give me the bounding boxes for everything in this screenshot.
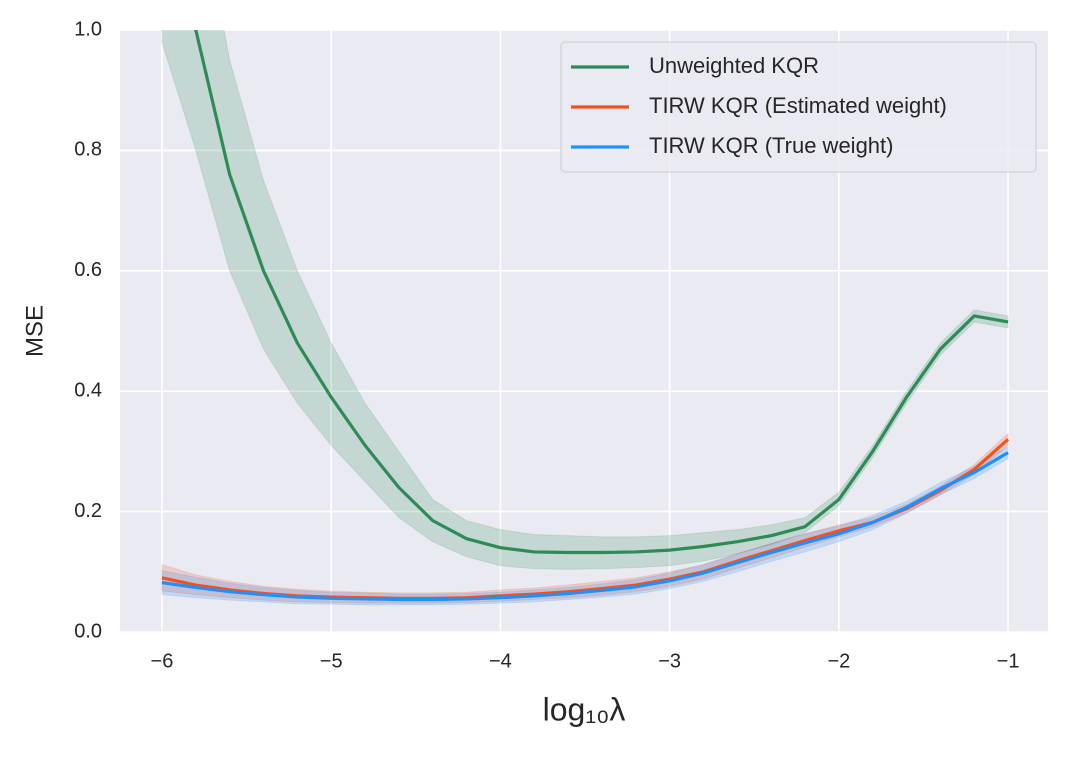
legend-label: Unweighted KQR — [649, 53, 819, 78]
confidence-band — [161, 445, 1009, 606]
y-axis-label: MSE — [21, 305, 48, 357]
y-tick-label: 1.0 — [74, 18, 102, 40]
legend-box — [560, 41, 1037, 173]
y-tick-label: 0.6 — [74, 259, 102, 281]
y-tick-label: 0.8 — [74, 139, 102, 161]
legend-label: TIRW KQR (True weight) — [649, 133, 893, 158]
x-tick-label: −4 — [489, 650, 512, 672]
x-tick-label: −2 — [827, 650, 850, 672]
y-tick-label: 0.4 — [74, 379, 102, 401]
x-axis-label: log₁₀λ — [543, 691, 626, 727]
x-tick-label: −1 — [997, 650, 1020, 672]
x-tick-label: −3 — [658, 650, 681, 672]
y-tick-label: 0.0 — [74, 620, 102, 642]
series-line — [161, 451, 1009, 602]
y-tick-label: 0.2 — [74, 500, 102, 522]
confidence-band — [161, 432, 1009, 604]
series-line — [194, 30, 1009, 555]
legend-label: TIRW KQR (Estimated weight) — [649, 93, 947, 118]
confidence-band — [161, 30, 1009, 570]
x-tick-label: −6 — [151, 650, 174, 672]
x-tick-label: −5 — [320, 650, 343, 672]
